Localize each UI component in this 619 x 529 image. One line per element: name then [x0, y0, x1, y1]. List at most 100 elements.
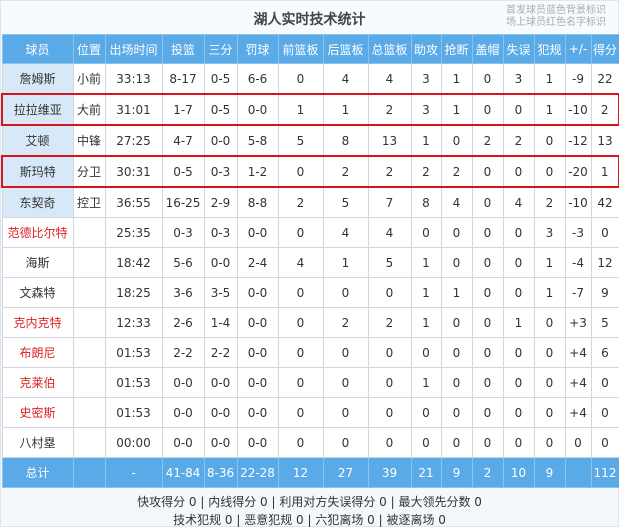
- stat-cell: 1: [322, 247, 369, 278]
- stat-cell: 2: [471, 124, 504, 157]
- player-name: 史密斯: [1, 397, 74, 428]
- stat-cell: 2: [502, 124, 535, 157]
- stat-cell: [72, 217, 106, 248]
- stat-cell: +4: [564, 337, 592, 368]
- stat-cell: 2: [277, 186, 324, 218]
- stat-cell: 0: [440, 397, 473, 428]
- stat-cell: 0: [277, 217, 324, 248]
- stat-cell: +3: [564, 307, 592, 338]
- stat-cell: 0: [322, 427, 369, 458]
- stat-cell: 0: [322, 337, 369, 368]
- stat-cell: 0: [410, 427, 442, 458]
- stat-cell: 0: [471, 217, 504, 248]
- player-row: 海斯 18:42 5-6 0-0 2-4 4 1 5 1 0 0 0 1 -4 12: [1, 247, 619, 278]
- stat-cell: 2: [590, 93, 619, 126]
- stat-cell: 33:13: [104, 63, 163, 95]
- column-header: 总篮板: [367, 34, 412, 64]
- legend-on-court: 场上球员红色名字标识: [506, 17, 606, 28]
- stat-cell: [72, 427, 106, 458]
- player-row: 拉拉维亚 大前 31:01 1-7 0-5 0-0 1 1 2 3 1 0 0 1 -10 2: [1, 93, 619, 126]
- stat-cell: 31:01: [104, 93, 163, 126]
- stat-cell: 0: [471, 307, 504, 338]
- stat-cell: 0-0: [203, 124, 238, 157]
- stat-cell: 8-17: [161, 63, 205, 95]
- stat-cell: 0: [533, 337, 566, 368]
- stat-cell: 0: [471, 367, 504, 398]
- stat-cell: 分卫: [72, 155, 106, 188]
- totals-cell: 2: [471, 457, 504, 488]
- stat-cell: 0-0: [161, 367, 205, 398]
- stat-cell: 0: [471, 63, 504, 95]
- stat-cell: 2: [533, 186, 566, 218]
- stat-cell: -20: [564, 155, 592, 188]
- stat-cell: -7: [564, 277, 592, 308]
- column-header: 助攻: [410, 34, 442, 64]
- stat-cell: 0: [502, 247, 535, 278]
- stat-cell: 2-2: [203, 337, 238, 368]
- stat-cell: 4: [440, 186, 473, 218]
- stat-cell: 0: [533, 124, 566, 157]
- stat-cell: 0: [322, 277, 369, 308]
- stat-cell: 6: [590, 337, 619, 368]
- stat-cell: -10: [564, 93, 592, 126]
- totals-cell: 9: [440, 457, 473, 488]
- stat-cell: 8: [322, 124, 369, 157]
- stat-cell: 8: [410, 186, 442, 218]
- stat-cell: 1-2: [236, 155, 279, 188]
- stat-cell: 0: [590, 217, 619, 248]
- stat-cell: 1: [440, 277, 473, 308]
- column-header: 三分: [203, 34, 238, 64]
- stat-cell: 0: [471, 397, 504, 428]
- summary-line-1: 快攻得分 0 | 内线得分 0 | 利用对方失误得分 0 | 最大领先分数 0: [137, 495, 482, 509]
- stat-cell: 2: [322, 155, 369, 188]
- stat-cell: 3: [533, 217, 566, 248]
- stat-cell: 0-0: [203, 247, 238, 278]
- column-header: 得分: [590, 34, 619, 64]
- stat-cell: 0: [471, 427, 504, 458]
- stat-cell: 1: [410, 307, 442, 338]
- column-header: 位置: [72, 34, 106, 64]
- stat-cell: -3: [564, 217, 592, 248]
- stat-cell: 0: [471, 277, 504, 308]
- totals-cell: -: [104, 457, 163, 488]
- stat-cell: 0: [502, 277, 535, 308]
- stat-cell: 控卫: [72, 186, 106, 218]
- stat-cell: 0: [440, 124, 473, 157]
- stat-cell: 3-5: [203, 277, 238, 308]
- stat-cell: [72, 307, 106, 338]
- player-name: 艾顿: [1, 124, 74, 157]
- player-name: 斯玛特: [1, 155, 74, 188]
- stat-cell: 4: [367, 63, 412, 95]
- stat-cell: 5-8: [236, 124, 279, 157]
- header-row: 球员 位置 出场时间 投篮 三分 罚球 前篮板 后篮板 总篮板 助攻 抢断 盖帽 失误 犯规 +/- 得分: [1, 34, 619, 64]
- title-bar: 湖人实时技术统计 首发球员蓝色背景标识 场上球员红色名字标识: [1, 1, 618, 34]
- stat-cell: 01:53: [104, 397, 163, 428]
- stat-cell: 18:42: [104, 247, 163, 278]
- player-name: 范德比尔特: [1, 217, 74, 248]
- column-header: 罚球: [236, 34, 279, 64]
- stat-cell: 1: [590, 155, 619, 188]
- stat-cell: 2-9: [203, 186, 238, 218]
- player-name: 海斯: [1, 247, 74, 278]
- column-header: 失误: [502, 34, 535, 64]
- stat-cell: +4: [564, 397, 592, 428]
- stat-cell: 0: [277, 155, 324, 188]
- stat-cell: 0: [277, 337, 324, 368]
- stat-cell: -12: [564, 124, 592, 157]
- stat-cell: 2-6: [161, 307, 205, 338]
- stat-cell: -4: [564, 247, 592, 278]
- stat-cell: 0: [590, 367, 619, 398]
- stat-cell: 0-0: [203, 427, 238, 458]
- stat-cell: 0: [440, 307, 473, 338]
- stat-cell: 18:25: [104, 277, 163, 308]
- totals-cell: 112: [590, 457, 619, 488]
- stat-cell: 0-0: [236, 277, 279, 308]
- stat-cell: 0-0: [236, 217, 279, 248]
- stat-cell: 1: [533, 93, 566, 126]
- summary-line-2: 技术犯规 0 | 恶意犯规 0 | 六犯离场 0 | 被逐离场 0: [173, 513, 446, 527]
- stat-cell: 4: [322, 63, 369, 95]
- stat-cell: 3: [502, 63, 535, 95]
- stat-cell: 0: [367, 427, 412, 458]
- legend: 首发球员蓝色背景标识 场上球员红色名字标识: [506, 5, 606, 29]
- stat-cell: 0: [502, 397, 535, 428]
